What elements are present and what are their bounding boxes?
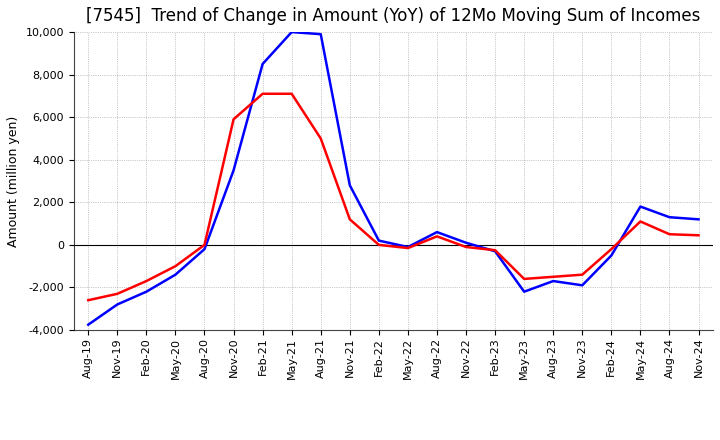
Ordinary Income [113,302,122,307]
Net Income [549,274,557,279]
Ordinary Income [578,282,587,288]
Net Income [520,276,528,282]
Ordinary Income [229,168,238,173]
Net Income [404,246,413,251]
Ordinary Income [491,249,500,254]
Y-axis label: Amount (million yen): Amount (million yen) [7,115,20,247]
Ordinary Income [404,244,413,249]
Ordinary Income [287,29,296,35]
Title: [7545]  Trend of Change in Amount (YoY) of 12Mo Moving Sum of Incomes: [7545] Trend of Change in Amount (YoY) o… [86,7,701,25]
Net Income [229,117,238,122]
Ordinary Income [636,204,644,209]
Net Income [84,297,93,303]
Ordinary Income [665,215,674,220]
Net Income [491,248,500,253]
Ordinary Income [258,61,267,66]
Net Income [433,234,441,239]
Net Income [665,231,674,237]
Line: Ordinary Income: Ordinary Income [89,32,698,325]
Net Income [694,233,703,238]
Ordinary Income [316,32,325,37]
Ordinary Income [694,216,703,222]
Ordinary Income [520,289,528,294]
Ordinary Income [84,322,93,327]
Net Income [287,91,296,96]
Ordinary Income [549,279,557,284]
Net Income [316,136,325,141]
Ordinary Income [607,253,616,258]
Ordinary Income [171,272,180,277]
Net Income [578,272,587,277]
Net Income [636,219,644,224]
Ordinary Income [433,230,441,235]
Net Income [113,291,122,297]
Net Income [142,279,150,284]
Ordinary Income [346,183,354,188]
Net Income [200,242,209,248]
Ordinary Income [142,289,150,294]
Line: Net Income: Net Income [89,94,698,300]
Ordinary Income [374,238,383,243]
Net Income [462,244,470,249]
Ordinary Income [462,240,470,246]
Ordinary Income [200,246,209,252]
Net Income [346,216,354,222]
Net Income [374,242,383,248]
Net Income [607,246,616,252]
Net Income [171,264,180,269]
Net Income [258,91,267,96]
